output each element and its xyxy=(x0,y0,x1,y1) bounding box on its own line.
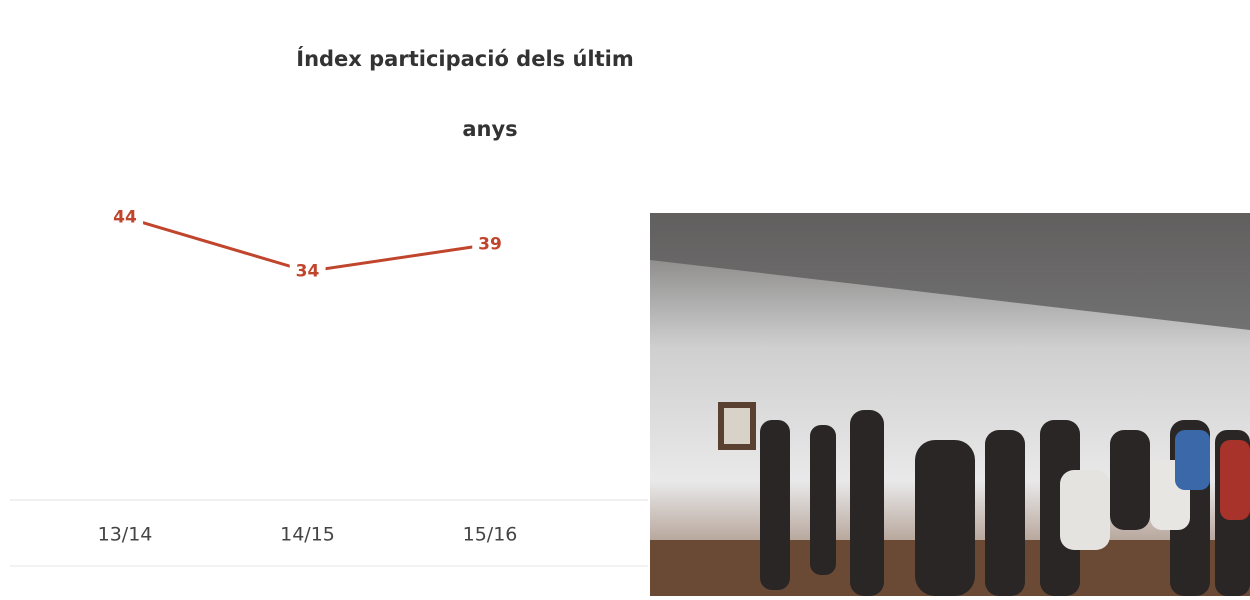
chart-subtitle: anys xyxy=(462,117,517,141)
plot: 13/14 14/15 15/16 44 34 39 xyxy=(98,200,518,546)
data-label: 44 xyxy=(113,207,137,227)
chart-title: Índex participació dels últim xyxy=(296,46,633,71)
line xyxy=(124,215,491,273)
x-tick-label: 14/15 xyxy=(280,524,335,546)
x-tick-label: 15/16 xyxy=(463,524,518,546)
data-label: 39 xyxy=(478,234,502,254)
data-label: 34 xyxy=(296,261,320,281)
x-tick-label: 13/14 xyxy=(98,524,153,546)
photo xyxy=(650,213,1250,596)
